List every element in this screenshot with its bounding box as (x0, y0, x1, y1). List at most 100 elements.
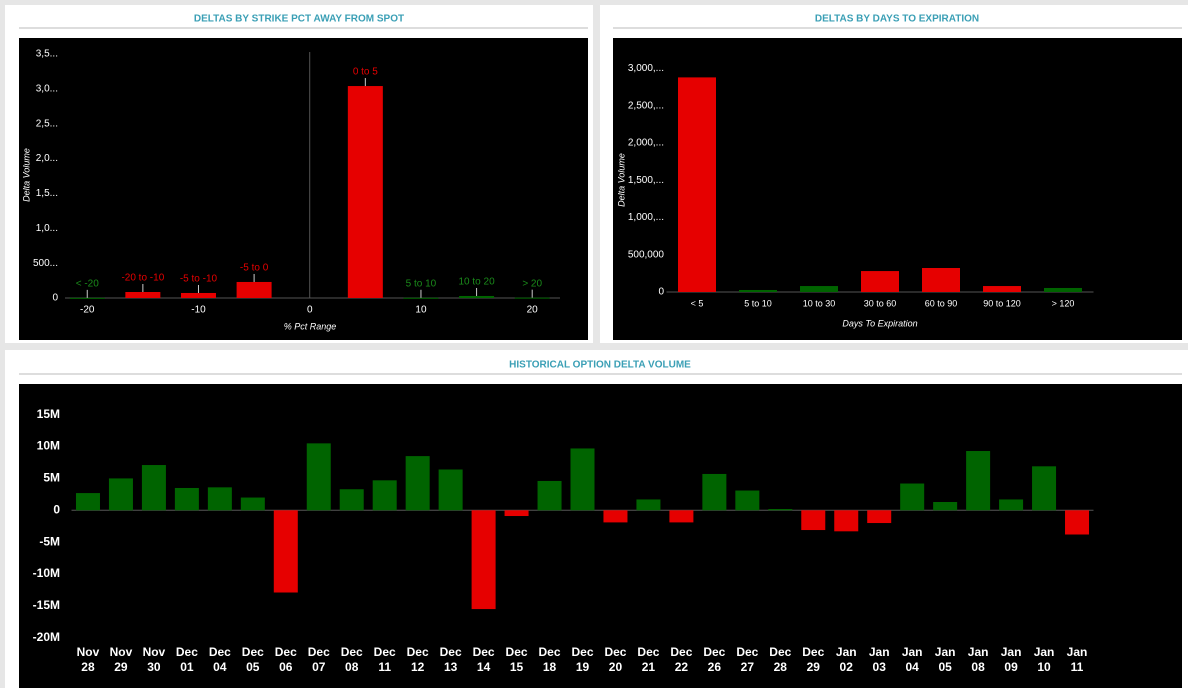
x-tick-label: -10 (191, 305, 206, 316)
y-tick-label: 3,000,... (628, 63, 664, 74)
y-tick-label: 2,0... (36, 153, 58, 164)
y-tick-label: 500,000 (628, 249, 665, 260)
y-tick-label: 0 (52, 293, 58, 304)
plot-area (19, 38, 588, 340)
bar (471, 510, 496, 610)
x-tick-label: 90 to 120 (983, 298, 1021, 308)
x-tick-label: 30 to 60 (864, 298, 897, 308)
bar (514, 297, 550, 299)
bar (922, 268, 960, 292)
bar-label: > 20 (522, 278, 542, 289)
y-tick-label: 0 (658, 287, 664, 298)
bar (240, 497, 265, 511)
x-tick-label: Dec 06 (274, 645, 297, 674)
y-tick-label: -5M (39, 534, 60, 548)
x-tick-label: Dec 01 (175, 645, 198, 674)
x-tick-label: 10 (415, 305, 427, 316)
bar (966, 451, 991, 511)
bar (339, 489, 364, 511)
y-tick-label: 500... (33, 258, 58, 269)
x-tick-label: 20 (527, 305, 539, 316)
x-tick-label: Dec 26 (703, 645, 726, 674)
x-tick-label: 60 to 90 (925, 298, 958, 308)
bar (768, 509, 793, 511)
x-tick-label: Dec 11 (373, 645, 396, 674)
bar (867, 510, 892, 524)
x-tick-label: > 120 (1052, 298, 1075, 308)
plot-area (19, 384, 1182, 688)
y-tick-label: 0 (53, 502, 60, 516)
bar (438, 469, 463, 511)
bar (669, 510, 694, 523)
y-tick-label: 2,5... (36, 118, 58, 129)
bar (933, 502, 958, 511)
y-tick-label: 1,500,... (628, 175, 664, 186)
x-tick-label: Dec 04 (208, 645, 231, 674)
bar-label: 5 to 10 (406, 278, 437, 289)
y-tick-label: 1,5... (36, 188, 58, 199)
x-tick-label: Nov 30 (142, 645, 166, 674)
bar (504, 510, 529, 517)
bar-label: -20 to -10 (121, 273, 164, 284)
bar (603, 510, 628, 523)
bar-label: < -20 (76, 279, 100, 290)
y-axis-label: Delta Volume (616, 153, 626, 207)
bar (141, 465, 166, 511)
y-tick-label: 2,000,... (628, 138, 664, 149)
y-tick-label: 3,0... (36, 83, 58, 94)
y-tick-label: 5M (43, 471, 60, 485)
bar (75, 493, 100, 511)
x-tick-label: Jan 10 (1033, 645, 1055, 674)
x-tick-label: Dec 15 (505, 645, 528, 674)
x-tick-label: Jan 04 (901, 645, 923, 674)
bar (1065, 510, 1090, 535)
y-tick-label: 15M (37, 407, 60, 421)
y-tick-label: -20M (33, 630, 60, 644)
x-tick-label: Dec 12 (406, 645, 429, 674)
y-tick-label: -10M (33, 566, 60, 580)
x-tick-label: Dec 27 (736, 645, 759, 674)
x-axis-label: % Pct Range (284, 321, 337, 331)
bar (636, 499, 661, 511)
bar (537, 480, 562, 511)
panel-title: DELTAS BY DAYS TO EXPIRATION (815, 14, 979, 25)
x-tick-label: Dec 08 (340, 645, 363, 674)
bar-label: 0 to 5 (353, 67, 378, 78)
bar (983, 286, 1021, 292)
bar (347, 86, 383, 299)
x-tick-label: Dec 19 (571, 645, 594, 674)
x-tick-label: Dec 13 (439, 645, 462, 674)
bar (236, 281, 272, 298)
y-tick-label: 10M (37, 439, 60, 453)
y-tick-label: 1,000,... (628, 212, 664, 223)
bar (800, 286, 838, 292)
bar (207, 487, 232, 511)
bar (273, 510, 298, 593)
x-tick-label: Nov 28 (76, 645, 100, 674)
x-tick-label: Nov 29 (109, 645, 133, 674)
bar (174, 487, 199, 511)
x-tick-label: Jan 11 (1066, 645, 1088, 674)
bar (403, 297, 439, 299)
x-tick-label: Jan 05 (934, 645, 956, 674)
bar (801, 510, 826, 531)
panel-title: HISTORICAL OPTION DELTA VOLUME (509, 360, 691, 371)
bar (1044, 287, 1082, 292)
y-tick-label: 1,0... (36, 223, 58, 234)
x-tick-label: Dec 20 (604, 645, 627, 674)
bar (405, 456, 430, 511)
x-tick-label: Dec 18 (538, 645, 561, 674)
x-tick-label: Jan 08 (967, 645, 989, 674)
x-tick-label: 10 to 30 (803, 298, 836, 308)
bar (678, 77, 716, 292)
bar (1032, 466, 1057, 511)
bar (459, 295, 495, 298)
x-tick-label: Jan 09 (1000, 645, 1022, 674)
x-tick-label: Dec 22 (670, 645, 693, 674)
x-tick-label: Dec 14 (472, 645, 495, 674)
bar (739, 289, 777, 292)
bar (570, 448, 595, 511)
x-axis-label: Days To Expiration (842, 318, 917, 328)
